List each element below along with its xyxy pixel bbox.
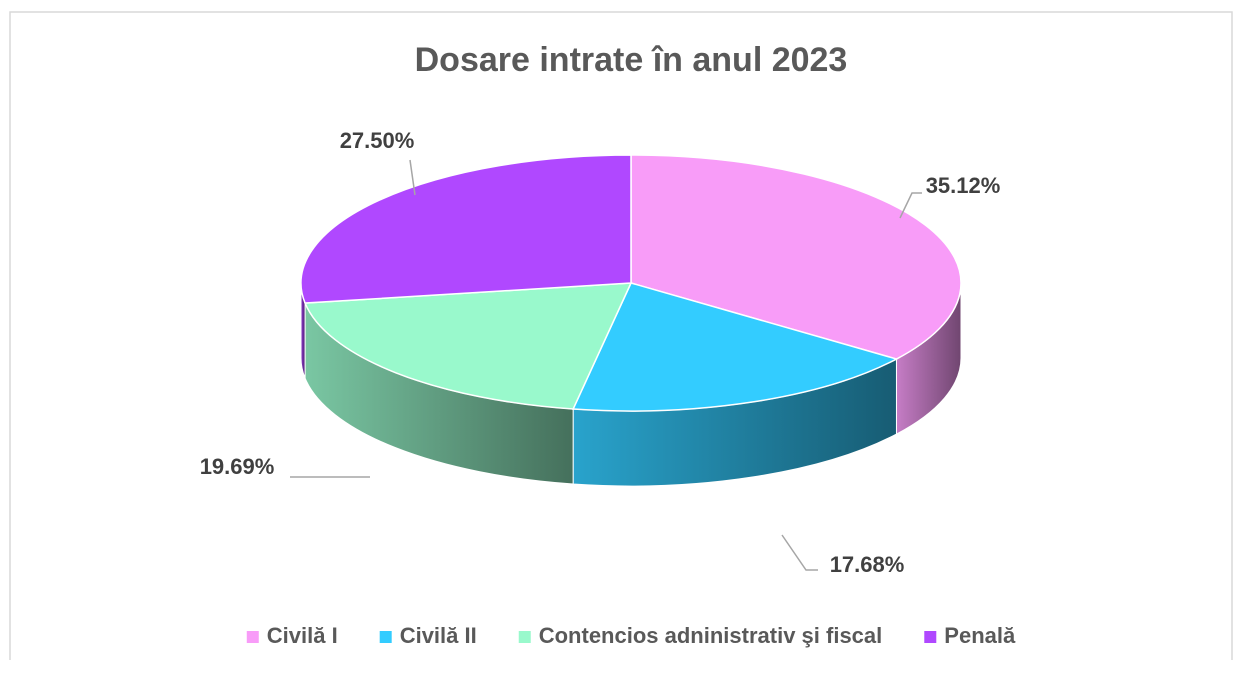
legend-label: Civilă II	[400, 623, 477, 648]
slice	[572, 282, 899, 412]
data-label: 19.69%	[200, 454, 275, 479]
data-label: 17.68%	[830, 552, 905, 577]
slice	[630, 154, 962, 360]
slice	[303, 282, 633, 410]
legend-swatch	[379, 631, 392, 643]
legend-swatch	[924, 631, 937, 643]
legend-label: Contencios adninistrativ şi fiscal	[539, 623, 883, 648]
leader-line	[409, 159, 416, 196]
slice	[300, 154, 632, 304]
chart-title: Dosare intrate în anul 2023	[415, 41, 848, 79]
data-label: 27.50%	[340, 128, 415, 153]
legend-label: Civilă I	[267, 623, 338, 648]
legend-swatch	[246, 631, 259, 643]
chart-frame	[9, 11, 1233, 660]
leader-line	[781, 534, 818, 571]
leader-line	[899, 192, 922, 219]
data-label: 35.12%	[926, 173, 1001, 198]
legend-swatch	[518, 631, 531, 643]
legend-label: Penală	[944, 623, 1016, 648]
